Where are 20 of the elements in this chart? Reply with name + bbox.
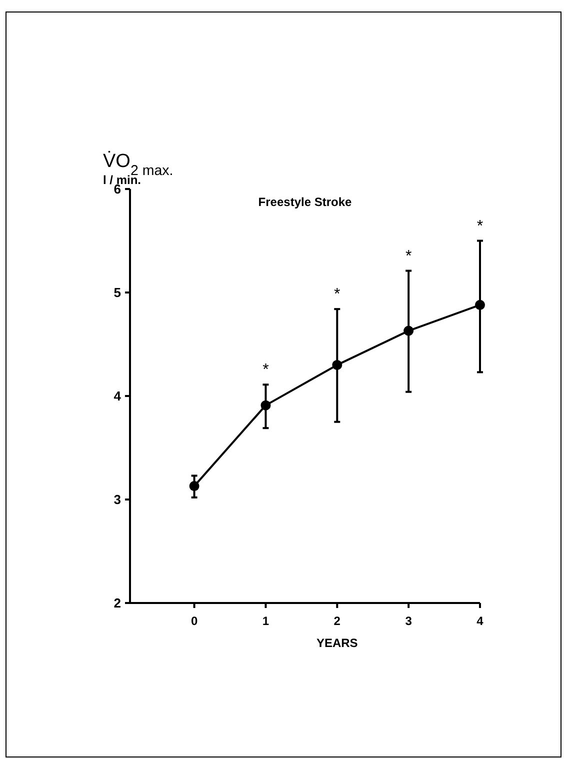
x-tick-label: 4	[476, 614, 484, 628]
x-tick-label: 2	[334, 614, 341, 628]
text: Freestyle Stroke	[258, 195, 352, 209]
point	[404, 326, 414, 336]
x-tick-label: 0	[190, 614, 198, 628]
y-tick-label: 4	[114, 388, 122, 404]
y-tick-label: 3	[114, 492, 121, 508]
annotation: *	[262, 362, 269, 379]
y-tick-label: 5	[114, 285, 121, 300]
point	[475, 300, 485, 310]
x-tick-label: 1	[262, 614, 270, 628]
point	[189, 481, 200, 492]
point	[260, 400, 271, 410]
point	[332, 360, 342, 370]
annotation: *	[405, 248, 412, 265]
y-tick-label: 2	[114, 596, 121, 611]
x-tick-label: 3	[405, 614, 412, 628]
annotation: *	[334, 286, 340, 304]
annotation: *	[476, 218, 484, 235]
x-axis-title: YEARS	[316, 636, 358, 650]
